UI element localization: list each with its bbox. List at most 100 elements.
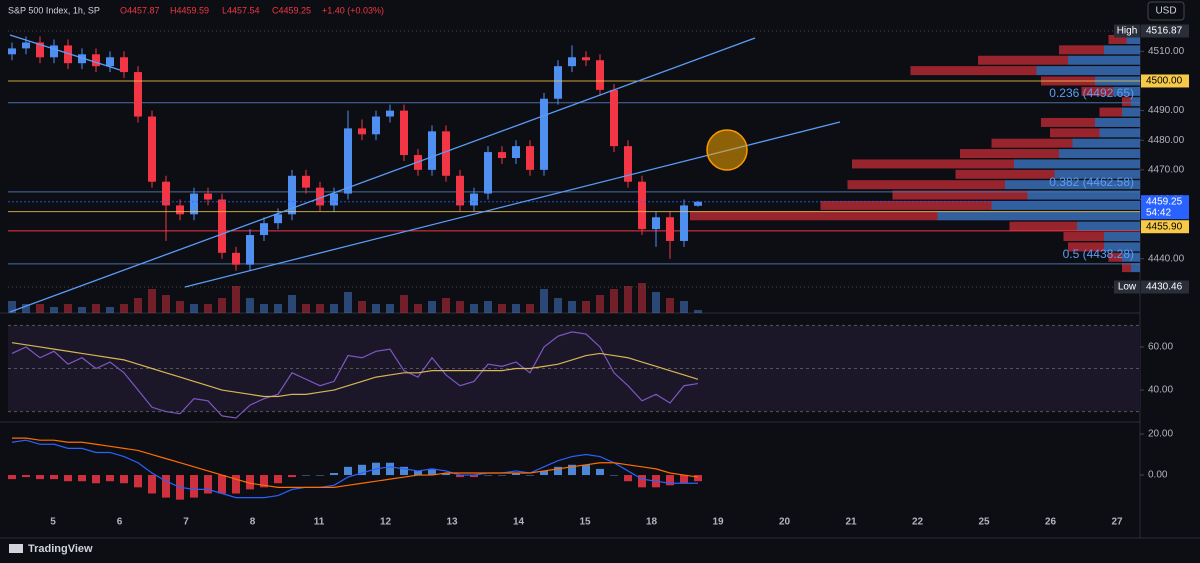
currency-button[interactable] (1147, 1, 1185, 21)
x-tick-label: 26 (1045, 517, 1057, 528)
y-tick-label: 0.00 (1148, 470, 1168, 481)
profile-up (1068, 55, 1140, 65)
candle-body (470, 193, 478, 206)
macd-hist (50, 475, 58, 480)
candle-body (638, 181, 646, 230)
volume-bar (484, 301, 492, 313)
candle-body (624, 146, 632, 182)
profile-up (1059, 149, 1140, 159)
volume-bar (148, 289, 156, 313)
macd-hist (64, 475, 72, 482)
volume-bar (582, 301, 590, 313)
macd-hist (274, 475, 282, 484)
volume-bar (260, 304, 268, 313)
volume-bar (176, 301, 184, 313)
profile-down (892, 190, 1028, 200)
profile-up (1005, 180, 1140, 190)
candle-body (652, 217, 660, 230)
volume-bar (50, 307, 58, 313)
candle-body (568, 57, 576, 67)
profile-down (1081, 86, 1113, 96)
y-tick-label: 4470.00 (1148, 165, 1185, 176)
candle-body (36, 42, 44, 58)
macd-hist (330, 472, 338, 476)
volume-bar (442, 298, 450, 313)
x-tick-label: 13 (446, 517, 458, 528)
volume-bar (358, 301, 366, 313)
candle-body (554, 66, 562, 99)
candle-body (666, 217, 674, 241)
profile-down (1099, 107, 1122, 117)
price-tag: High (1117, 26, 1138, 37)
macd-hist (400, 466, 408, 476)
volume-bar (526, 304, 534, 313)
macd-hist (148, 475, 156, 494)
volume-bar (400, 295, 408, 313)
macd-hist (554, 466, 562, 476)
price-badge-label: 4430.46 (1146, 282, 1183, 293)
profile-up (1054, 169, 1140, 179)
x-tick-label: 14 (513, 517, 525, 528)
macd-hist (386, 462, 394, 476)
y-tick-label: 4440.00 (1148, 253, 1185, 264)
price-tag: Low (1118, 282, 1137, 293)
profile-up (1126, 34, 1140, 44)
candle-body (582, 57, 590, 61)
volume-bar (8, 301, 16, 313)
candle-body (498, 152, 506, 159)
currency[interactable]: USD (1155, 6, 1176, 17)
volume-bar (92, 304, 100, 313)
profile-down (847, 180, 1005, 190)
candle-body (484, 152, 492, 194)
y-tick-label: 20.00 (1148, 429, 1173, 440)
x-tick-label: 19 (712, 517, 724, 528)
volume-bar (246, 298, 254, 313)
candle-body (694, 201, 702, 206)
profile-up (991, 200, 1140, 210)
highlight-circle (706, 129, 748, 171)
x-tick-label: 12 (380, 517, 392, 528)
volume-bar (78, 307, 86, 313)
x-tick-label: 15 (579, 517, 591, 528)
macd-hist (134, 475, 142, 488)
volume-bar (610, 289, 618, 313)
volume-bar (540, 289, 548, 313)
macd-hist (232, 475, 240, 494)
macd-hist (442, 472, 450, 476)
profile-up (1072, 138, 1140, 148)
volume-bar (64, 304, 72, 313)
y-tick-label: 4480.00 (1148, 135, 1185, 146)
volume-bar (512, 304, 520, 313)
profile-up (1104, 45, 1140, 55)
volume-bar (456, 301, 464, 313)
candle-body (330, 193, 338, 206)
macd-hist (456, 475, 464, 478)
ohlc-low: L4457.54 (222, 5, 260, 15)
x-tick-label: 5 (50, 517, 56, 528)
profile-up (1131, 97, 1140, 107)
volume-bar (134, 298, 142, 313)
x-tick-label: 11 (314, 517, 325, 528)
macd-hist (358, 464, 366, 476)
profile-down (820, 200, 992, 210)
ohlc-close: C4459.25 (272, 5, 311, 15)
volume-bar (344, 292, 352, 313)
x-tick-label: 21 (845, 517, 857, 528)
layers: 4440.004450.004460.004470.004480.004490.… (8, 24, 1189, 528)
price-badge-label: 4459.25 (1146, 196, 1183, 207)
macd-line (11, 439, 698, 499)
candle-body (204, 193, 212, 200)
volume-bar (302, 304, 310, 313)
profile-down (1041, 117, 1095, 127)
macd-hist (624, 475, 632, 482)
volume-bar (694, 310, 702, 313)
volume-bar (330, 304, 338, 313)
macd-hist (92, 475, 100, 484)
volume-bar (274, 304, 282, 313)
candle-body (260, 223, 268, 236)
candle-body (8, 48, 16, 55)
x-tick-label: 27 (1111, 517, 1123, 528)
profile-up (1104, 242, 1140, 252)
volume-bar (652, 292, 660, 313)
volume-bar (36, 304, 44, 313)
